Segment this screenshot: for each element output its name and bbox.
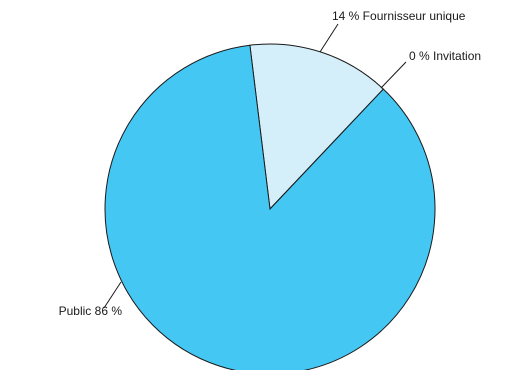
slice-label-invitation: 0 % Invitation <box>409 49 481 63</box>
slice-label-public: Public 86 % <box>59 304 123 318</box>
leader-line-public <box>103 281 122 309</box>
slice-label-fournisseur-unique: 14 % Fournisseur unique <box>332 9 466 23</box>
slices-layer <box>104 43 436 370</box>
leader-lines-layer <box>103 23 407 309</box>
leader-line-fournisseur-unique <box>319 23 339 53</box>
labels-layer: 14 % Fournisseur unique 0 % Invitation Pub… <box>59 9 481 318</box>
pie-slice-public <box>104 44 436 370</box>
leader-line-invitation <box>380 61 407 89</box>
pie-slice-fournisseur-unique <box>249 43 385 211</box>
